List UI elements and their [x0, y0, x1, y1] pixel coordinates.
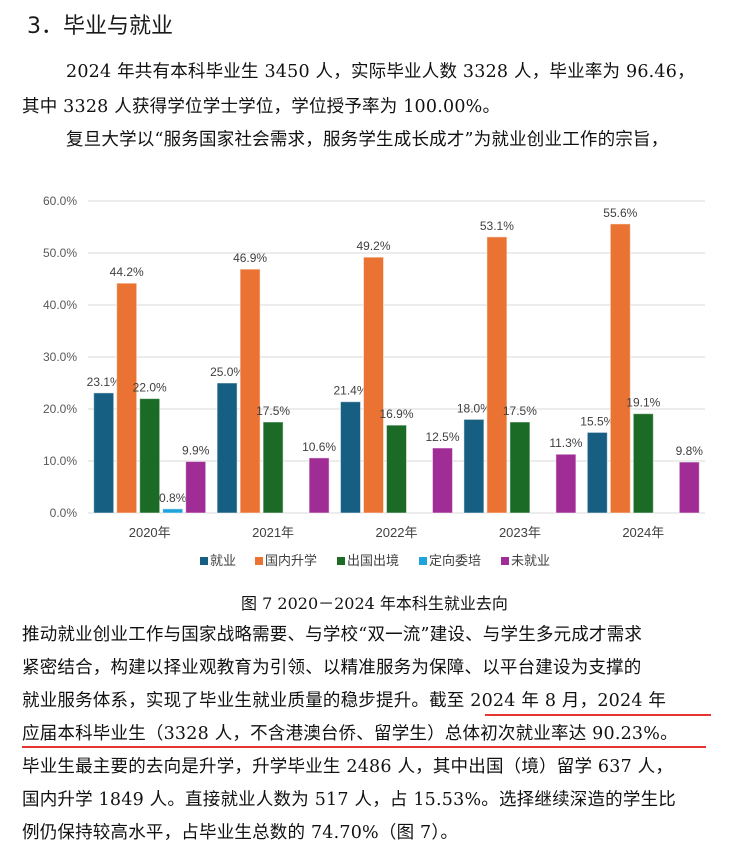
bar [555, 453, 577, 514]
y-tick-label: 30.0% [43, 350, 77, 364]
data-label: 19.1% [626, 396, 660, 410]
chart-canvas: 0.0% 10.0% 20.0% 30.0% 40.0% 50.0% 60.0% 23.1% 4… [43, 194, 705, 568]
legend-label: 国内升学 [265, 553, 317, 568]
bar [239, 268, 261, 514]
bar [386, 424, 407, 514]
paragraph-line: 推动就业创业工作与国家战略需要、与学校“双一流”建设、与学生多元成才需求 [22, 625, 643, 645]
bar [139, 398, 161, 514]
data-label: 53.1% [480, 219, 514, 233]
bar [609, 223, 631, 514]
data-label: 15.5% [580, 414, 614, 428]
data-label: 18.0% [457, 401, 491, 415]
highlight-underline [22, 746, 706, 748]
bar [363, 256, 384, 514]
employment-bar-chart: 0.0% 10.0% 20.0% 30.0% 40.0% 50.0% 60.0% 23.1% 4… [0, 185, 749, 585]
legend-swatch [200, 557, 208, 565]
data-label: 9.9% [182, 444, 210, 458]
bar [486, 236, 508, 514]
x-tick-label: 2021年 [252, 525, 294, 540]
bar [463, 418, 485, 514]
legend-swatch [419, 557, 427, 565]
data-label: 25.0% [210, 365, 244, 379]
bar [116, 282, 138, 514]
data-label: 12.5% [425, 430, 459, 444]
data-label: 46.9% [233, 251, 267, 265]
data-label: 17.5% [503, 404, 537, 418]
legend-swatch [501, 557, 509, 565]
x-tick-label: 2020年 [129, 525, 171, 540]
legend-label: 出国出境 [347, 553, 399, 568]
data-label: 23.1% [87, 375, 121, 389]
bar [216, 382, 238, 514]
data-label: 16.9% [379, 407, 413, 421]
figure-caption: 图 7 2020－2024 年本科生就业去向 [241, 594, 508, 613]
data-label: 17.5% [256, 404, 290, 418]
bar [262, 421, 284, 514]
bar [93, 392, 115, 514]
x-tick-label: 2024年 [622, 525, 664, 540]
bar [162, 508, 184, 514]
paragraph-line: 紧密结合，构建以择业观教育为引领、以精准服务为保障、以平台建设为支撑的 [22, 658, 642, 678]
data-label: 10.6% [302, 440, 336, 454]
paragraph-line: 应届本科毕业生（3328 人，不含港澳台侨、留学生）总体初次就业率达 90.23… [22, 724, 678, 744]
x-tick-label: 2023年 [499, 525, 541, 540]
data-label: 0.8% [159, 491, 187, 505]
data-label: 55.6% [603, 206, 637, 220]
bar [586, 431, 608, 514]
data-label: 9.8% [676, 444, 704, 458]
data-label: 21.4% [333, 384, 367, 398]
paragraph-line: 2024 年共有本科毕业生 3450 人，实际毕业人数 3328 人，毕业率为 … [66, 62, 695, 82]
legend-swatch [255, 557, 263, 565]
bar [509, 421, 531, 514]
y-tick-label: 60.0% [43, 194, 77, 208]
y-tick-label: 0.0% [50, 506, 78, 520]
data-label: 22.0% [133, 381, 167, 395]
data-label: 44.2% [110, 265, 144, 279]
data-label: 49.2% [356, 239, 390, 253]
x-tick-label: 2022年 [376, 525, 418, 540]
paragraph-line: 毕业生最主要的去向是升学，升学毕业生 2486 人，其中出国（境）留学 637 … [22, 757, 674, 777]
y-tick-label: 20.0% [43, 402, 77, 416]
legend-swatch [337, 557, 345, 565]
bar [340, 401, 361, 514]
paragraph-line: 例仍保持较高水平，占毕业生总数的 74.70%（图 7）。 [22, 823, 459, 843]
y-tick-label: 50.0% [43, 246, 77, 260]
legend-label: 定向委培 [429, 553, 481, 568]
bar [185, 461, 207, 514]
y-tick-label: 40.0% [43, 298, 77, 312]
paragraph-line: 其中 3328 人获得学位学士学位，学位授予率为 100.00%。 [22, 97, 501, 117]
paragraph-line: 就业服务体系，实现了毕业生就业质量的稳步提升。截至 2024 年 8 月，202… [22, 691, 667, 711]
legend-label: 就业 [210, 553, 236, 568]
paragraph-line: 复旦大学以“服务国家社会需求，服务学生成长成才”为就业创业工作的宗旨， [66, 130, 669, 150]
paragraph-line: 国内升学 1849 人。直接就业人数为 517 人，占 15.53%。选择继续深… [22, 790, 676, 810]
section-heading: 3．毕业与就业 [27, 14, 173, 39]
bar [308, 457, 330, 514]
bar [432, 447, 453, 514]
y-tick-label: 10.0% [43, 454, 77, 468]
bar [678, 461, 700, 514]
bar [632, 413, 654, 514]
highlight-underline [485, 714, 711, 716]
data-label: 11.3% [549, 436, 582, 450]
legend-label: 未就业 [511, 553, 550, 568]
